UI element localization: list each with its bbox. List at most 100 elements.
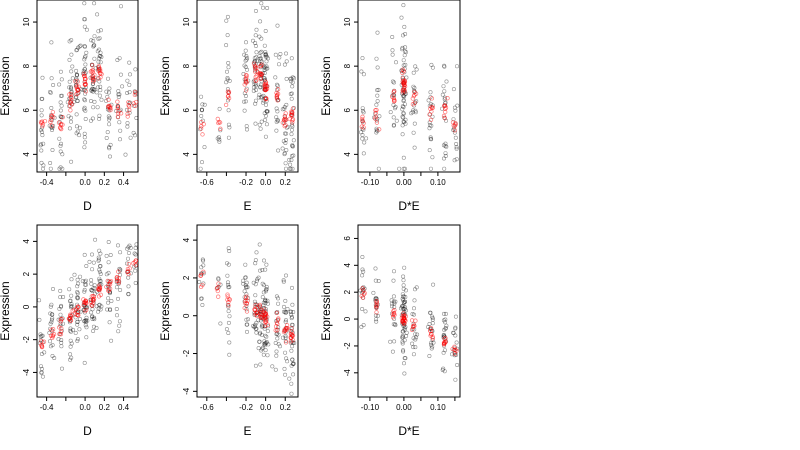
observed-point — [281, 278, 286, 283]
observed-point — [242, 289, 247, 294]
observed-point — [38, 334, 43, 339]
observed-point — [442, 327, 447, 332]
observed-point — [82, 1, 87, 6]
observed-point — [280, 335, 285, 340]
fitted-point — [57, 325, 62, 330]
observed-point — [257, 122, 262, 127]
fitted-point — [50, 327, 56, 332]
fitted-point — [374, 107, 379, 113]
fitted-point — [116, 109, 121, 114]
observed-point — [91, 260, 96, 265]
fitted-point — [115, 114, 121, 119]
observed-point — [283, 141, 288, 146]
fitted-point — [125, 269, 130, 274]
observed-point — [216, 277, 221, 282]
observed-point — [57, 166, 62, 171]
observed-point — [391, 322, 396, 327]
observed-point — [261, 352, 266, 357]
fitted-point — [50, 333, 56, 338]
fitted-point — [373, 114, 378, 120]
observed-point — [50, 312, 55, 317]
observed-point — [274, 332, 279, 337]
observed-point — [258, 19, 263, 24]
observed-point — [75, 319, 80, 324]
observed-point — [49, 320, 54, 325]
observed-point — [289, 154, 294, 159]
observed-point — [107, 145, 112, 150]
observed-point — [428, 342, 433, 347]
observed-point — [117, 56, 122, 61]
panel-p3-points — [359, 3, 460, 171]
observed-point — [70, 76, 75, 81]
observed-point — [50, 312, 55, 317]
observed-point — [99, 54, 104, 59]
fitted-point — [400, 81, 406, 86]
observed-point — [128, 245, 133, 250]
observed-point — [288, 312, 293, 317]
fitted-point — [216, 281, 221, 286]
fitted-point — [214, 286, 220, 291]
observed-point — [359, 324, 364, 329]
observed-point — [127, 82, 132, 87]
observed-point — [199, 265, 204, 270]
observed-point — [428, 135, 433, 140]
observed-point — [58, 149, 63, 154]
observed-point — [48, 166, 53, 171]
x-tick-label: -0.4 — [40, 178, 54, 187]
fitted-point — [450, 120, 456, 125]
fitted-point — [75, 312, 80, 318]
observed-point — [83, 67, 88, 72]
observed-point — [49, 128, 54, 133]
fitted-point — [400, 318, 405, 323]
observed-point — [48, 311, 53, 316]
fitted-point — [274, 92, 280, 98]
fitted-point — [59, 126, 64, 132]
observed-point — [262, 111, 267, 116]
observed-point — [451, 128, 456, 133]
observed-point — [258, 268, 263, 273]
fitted-point — [216, 119, 222, 125]
observed-point — [41, 141, 46, 146]
observed-point — [414, 285, 419, 290]
observed-point — [360, 106, 365, 111]
fitted-point — [90, 303, 95, 308]
panel-p2: -0.6 -0.2 0.0 0.2 4 6 8 10 E Expression — [158, 0, 299, 213]
observed-point — [400, 114, 405, 119]
panel-p5-xlabel: E — [243, 424, 251, 438]
observed-point — [89, 88, 94, 93]
observed-point — [253, 258, 258, 263]
fitted-point — [88, 69, 93, 74]
observed-point — [411, 336, 416, 341]
observed-point — [84, 50, 89, 55]
observed-point — [259, 59, 264, 64]
observed-point — [452, 130, 457, 135]
observed-point — [263, 289, 268, 294]
observed-point — [90, 307, 95, 312]
observed-point — [253, 261, 258, 266]
observed-point — [261, 258, 266, 263]
observed-point — [412, 103, 417, 108]
observed-point — [401, 274, 406, 279]
observed-point — [441, 335, 446, 340]
observed-point — [401, 115, 406, 120]
observed-point — [92, 87, 97, 92]
observed-point — [97, 54, 102, 59]
observed-point — [71, 327, 76, 332]
observed-point — [218, 321, 223, 326]
observed-point — [289, 76, 294, 81]
observed-point — [253, 83, 258, 88]
fitted-point — [114, 275, 119, 280]
observed-point — [374, 297, 379, 302]
observed-point — [400, 47, 405, 52]
observed-point — [251, 280, 256, 285]
observed-point — [259, 79, 264, 84]
observed-point — [105, 130, 110, 135]
observed-point — [225, 69, 230, 74]
fitted-point — [411, 93, 417, 99]
observed-point — [359, 69, 364, 74]
observed-point — [360, 306, 365, 311]
observed-point — [288, 309, 293, 314]
observed-point — [98, 307, 103, 312]
observed-point — [282, 105, 287, 110]
observed-point — [226, 108, 231, 113]
